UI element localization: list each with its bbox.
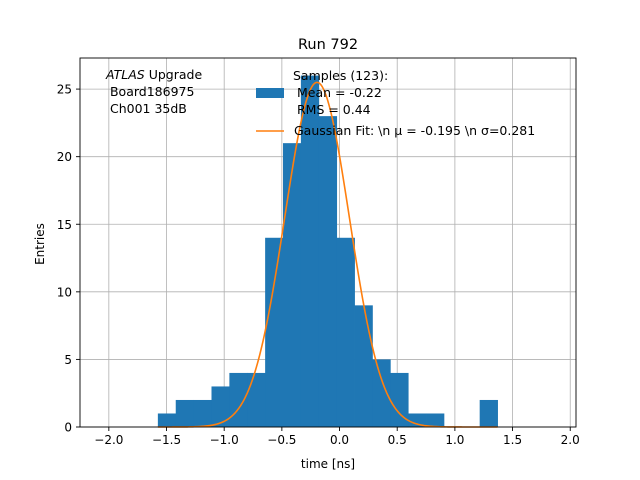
histogram-bar [390,372,409,427]
x-tick-label: 1.5 [503,433,522,447]
histogram-bar [336,237,355,427]
y-tick-label: 0 [64,421,72,435]
y-tick-label: 15 [57,218,72,232]
histogram-bar [300,75,320,428]
y-tick-label: 20 [57,150,72,164]
histogram-bar [193,399,212,427]
histogram-bar [426,413,445,427]
x-tick-label: 0.5 [388,433,407,447]
y-tick-label: 25 [57,83,72,97]
annotation-line-3: Ch001 35dB [106,101,187,116]
histogram-bar [283,143,302,427]
histogram-bar [247,372,266,427]
y-axis-label: Entries [33,223,47,265]
y-tick-label: 10 [57,285,72,299]
legend-hist-label: RMS = 0.44 [293,102,371,117]
chart-title: Run 792 [298,37,358,53]
legend-hist-label: Samples (123): [293,68,388,83]
legend-fit-label: Gaussian Fit: \n μ = -0.195 \n σ=0.281 [294,123,535,138]
axes-frame [79,57,577,428]
legend-hist-label: Mean = -0.22 [293,85,382,100]
annotation-line-2: Board186975 [106,84,194,99]
x-tick-label: −1.0 [210,433,239,447]
histogram-bar [318,116,338,427]
x-tick-label: 0.0 [330,433,349,447]
x-tick-label: −1.5 [152,433,181,447]
histogram-bar [175,399,195,427]
x-axis-ticks: −2.0 −1.5 −1.0 −0.5 0.0 0.5 1.0 1.5 2.0 [94,427,580,447]
histogram-bar [354,305,373,427]
atlas-annotation: ATLAS Upgrade Board186975 Ch001 35dB [105,67,202,116]
y-axis-ticks: 0 5 10 15 20 25 [57,83,80,435]
annotation-line-1: ATLAS Upgrade [105,67,202,82]
histogram-bar [211,386,230,427]
y-tick-label: 5 [64,353,72,367]
histogram-bar [157,413,177,427]
x-axis-label: time [ns] [301,457,355,471]
legend-hist-swatch [256,88,284,98]
legend: Samples (123): Mean = -0.22 RMS = 0.44 Ga… [256,68,535,138]
x-tick-label: 1.0 [445,433,464,447]
x-tick-label: −0.5 [267,433,296,447]
histogram-bar [479,399,498,427]
axes [79,57,577,428]
x-tick-label: −2.0 [94,433,123,447]
histogram-bar [372,359,391,427]
histogram-bar [229,372,248,427]
histogram-bar [265,237,284,427]
x-tick-label: 2.0 [561,433,580,447]
histogram-bar [408,413,427,427]
